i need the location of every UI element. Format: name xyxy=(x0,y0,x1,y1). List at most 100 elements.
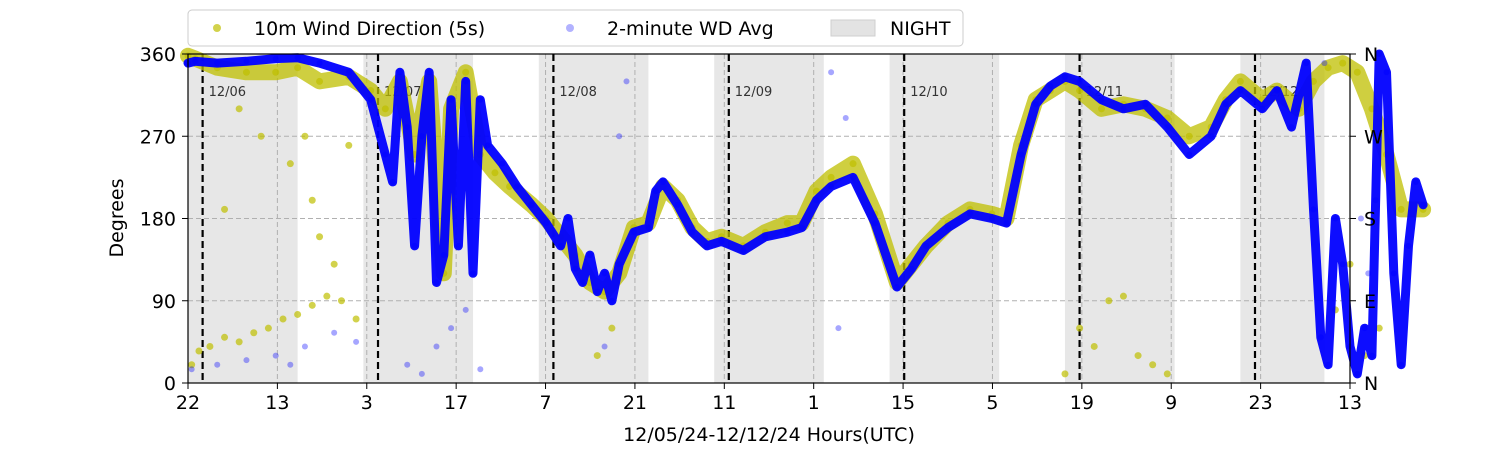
trace-point-1 xyxy=(462,78,469,85)
scatter-point-0 xyxy=(286,160,294,168)
scatter-point-1 xyxy=(243,357,250,364)
scatter-point-1 xyxy=(1372,197,1379,204)
trace-point-1 xyxy=(703,242,710,249)
trace-point-0 xyxy=(491,169,499,177)
scatter-point-0 xyxy=(1375,324,1383,332)
y-tick-label: 360 xyxy=(140,44,176,66)
trace-point-1 xyxy=(1376,51,1383,57)
trace-point-1 xyxy=(433,279,440,286)
scatter-point-0 xyxy=(294,310,302,318)
day-marker-label: 12/09 xyxy=(735,85,772,100)
scatter-point-0 xyxy=(308,301,316,309)
scatter-point-0 xyxy=(1149,361,1157,369)
day-marker-label: 12/08 xyxy=(559,85,596,100)
x-tick-label: 13 xyxy=(1338,392,1362,414)
x-tick-label: 22 xyxy=(176,392,200,414)
trace-point-1 xyxy=(718,238,725,245)
trace-point-1 xyxy=(586,252,593,259)
trace-point-1 xyxy=(616,261,623,268)
y2-tick-label: N xyxy=(1364,373,1378,395)
scatter-point-0 xyxy=(195,347,203,355)
trace-point-0 xyxy=(1353,68,1361,76)
scatter-point-1 xyxy=(301,343,308,350)
scatter-point-0 xyxy=(1105,297,1113,305)
legend-marker-night xyxy=(830,19,876,37)
x-tick-label: 5 xyxy=(986,392,998,414)
scatter-point-1 xyxy=(1365,270,1372,277)
trace-point-1 xyxy=(426,69,433,76)
y2-tick-label: E xyxy=(1364,291,1376,313)
trace-point-1 xyxy=(1047,82,1054,89)
trace-point-1 xyxy=(448,96,455,103)
trace-point-1 xyxy=(908,265,915,272)
trace-point-1 xyxy=(740,247,747,254)
trace-point-1 xyxy=(367,96,374,103)
trace-point-0 xyxy=(1309,77,1317,85)
y2-tick-label: W xyxy=(1364,126,1383,148)
legend-marker-wind-direction xyxy=(213,24,221,32)
legend-label-night: NIGHT xyxy=(890,18,951,40)
scatter-point-0 xyxy=(206,342,214,350)
y2-tick-label: S xyxy=(1364,209,1376,231)
y-tick-label: 270 xyxy=(140,126,176,148)
x-tick-label: 1 xyxy=(808,392,820,414)
scatter-point-1 xyxy=(272,352,279,359)
scatter-point-0 xyxy=(235,338,243,346)
trace-point-1 xyxy=(630,229,637,236)
trace-point-1 xyxy=(382,151,389,158)
trace-point-1 xyxy=(484,142,491,149)
x-tick-label: 9 xyxy=(1165,392,1177,414)
scatter-point-0 xyxy=(337,297,345,305)
trace-point-1 xyxy=(1412,178,1419,185)
x-tick-label: 3 xyxy=(361,392,373,414)
trace-point-0 xyxy=(462,68,470,76)
trace-point-1 xyxy=(1003,220,1010,227)
trace-point-1 xyxy=(893,284,900,291)
trace-point-1 xyxy=(440,252,447,259)
trace-point-1 xyxy=(1120,105,1127,112)
scatter-point-0 xyxy=(221,205,229,213)
scatter-point-0 xyxy=(221,333,229,341)
scatter-point-0 xyxy=(345,141,353,149)
trace-point-1 xyxy=(243,58,250,65)
scatter-point-0 xyxy=(608,324,616,332)
trace-point-0 xyxy=(1397,205,1405,213)
scatter-point-1 xyxy=(287,361,294,368)
trace-point-1 xyxy=(396,69,403,76)
y-tick-label: 0 xyxy=(164,373,176,395)
trace-point-1 xyxy=(660,178,667,185)
day-marker-label: 12/06 xyxy=(209,85,246,100)
x-tick-label: 23 xyxy=(1249,392,1273,414)
trace-point-0 xyxy=(1339,59,1347,67)
trace-point-1 xyxy=(1273,87,1280,94)
trace-point-1 xyxy=(345,69,352,76)
trace-point-0 xyxy=(242,68,250,76)
scatter-point-1 xyxy=(1321,60,1328,67)
y-tick-label: 180 xyxy=(140,209,176,231)
trace-point-1 xyxy=(1208,133,1215,140)
trace-point-1 xyxy=(316,60,323,67)
trace-point-1 xyxy=(1098,96,1105,103)
trace-point-0 xyxy=(294,64,302,72)
scatter-point-0 xyxy=(1134,352,1142,360)
scatter-point-0 xyxy=(301,132,309,140)
trace-point-1 xyxy=(1237,87,1244,94)
x-tick-label: 7 xyxy=(539,392,551,414)
legend-label-wind-direction: 10m Wind Direction (5s) xyxy=(254,18,485,40)
scatter-point-1 xyxy=(188,366,195,373)
scatter-point-0 xyxy=(250,329,258,337)
scatter-point-0 xyxy=(316,233,324,241)
trace-point-1 xyxy=(404,124,411,131)
trace-point-1 xyxy=(608,297,615,304)
scatter-point-1 xyxy=(842,114,849,121)
scatter-point-1 xyxy=(448,325,455,332)
trace-point-1 xyxy=(1018,151,1025,158)
scatter-point-0 xyxy=(264,324,272,332)
trace-point-1 xyxy=(513,183,520,190)
trace-point-1 xyxy=(557,242,564,249)
scatter-point-1 xyxy=(601,343,608,350)
scatter-point-1 xyxy=(404,361,411,368)
